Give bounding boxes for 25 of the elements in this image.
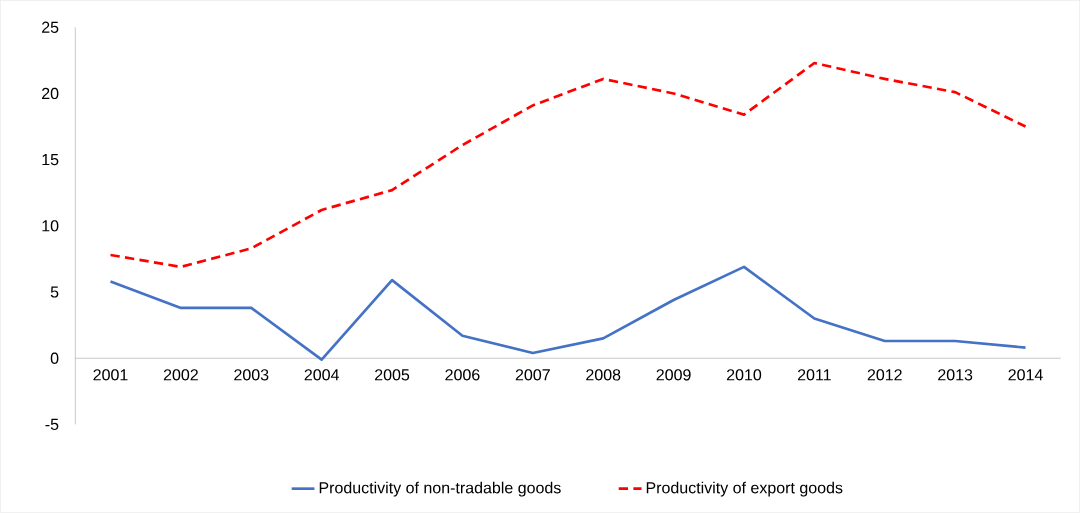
x-tick-label: 2001 [93,369,128,381]
x-tick-label: 2014 [1008,369,1043,381]
x-tick-label: 2006 [445,369,480,381]
line-series [109,61,1027,269]
legend-label: Productivity of non-tradable goods [319,481,561,497]
y-tick-label: 20 [42,87,59,100]
y-tick-label: 5 [50,286,59,298]
x-tick-label: 2003 [234,369,269,381]
y-tick-label: 15 [42,154,59,166]
x-tick-label: 2013 [938,369,973,381]
x-tick-label: 2009 [656,369,691,381]
y-tick-label: 10 [42,220,59,232]
y-tick-label: 0 [50,352,59,365]
legend-label: Productivity of export goods [646,481,843,497]
line-series [109,265,1027,362]
x-tick-label: 2004 [304,369,339,381]
x-tick-label: 2008 [586,369,621,381]
y-tick-label: 25 [42,21,59,34]
y-tick-label: -5 [45,418,59,431]
x-tick-label: 2011 [797,369,831,381]
x-tick-label: 2010 [726,369,762,381]
x-tick-label: 2005 [375,369,410,381]
x-tick-label: 2012 [867,369,902,381]
x-tick-label: 2002 [163,369,198,381]
x-tick-label: 2007 [515,369,550,381]
